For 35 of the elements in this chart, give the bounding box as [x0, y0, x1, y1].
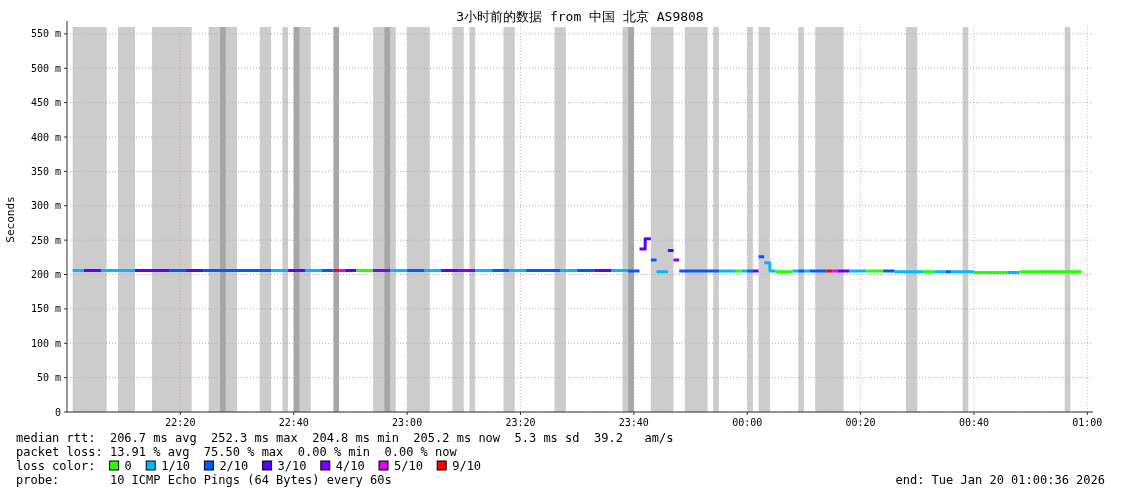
text: end: Tue Jan 20 01:00:36 2026: [895, 473, 1105, 487]
y-tick-label: 450 m: [30, 97, 61, 109]
y-tick-label: 150 m: [30, 303, 61, 315]
chart-title: 3小时前的数据 from 中国 北京 AS9808: [456, 9, 704, 24]
x-tick-label: 01:00: [1072, 417, 1103, 428]
y-tick-label: 300 m: [30, 200, 61, 212]
text: median rtt: 206.7 ms avg 252.3 ms max 204.8 ms min 205.2 ms now 5.3 ms sd 39.2 am/s: [16, 431, 674, 445]
y-tick-label: 50 m: [36, 372, 61, 384]
x-tick-label: 22:40: [278, 417, 309, 428]
x-tick-label: 00:00: [732, 417, 763, 428]
y-tick-label: 400 m: [30, 131, 61, 143]
y-tick-label: 350 m: [30, 165, 61, 177]
text: packet loss: 13.91 % avg 75.50 % max 0.00 % min 0.00 % now: [16, 445, 458, 459]
x-tick-label: 23:00: [392, 417, 423, 428]
text: probe: 10 ICMP Echo Pings (64 Bytes) every 60s: [16, 473, 392, 487]
legend-label: 2/10: [219, 459, 249, 473]
legend-title: loss color:: [16, 459, 96, 473]
legend-label: 5/10: [394, 459, 423, 473]
x-tick-label: 00:40: [958, 417, 990, 428]
legend-label: 9/10: [452, 459, 482, 473]
x-tick-label: 23:20: [505, 417, 536, 428]
y-tick-label: 250 m: [30, 234, 61, 246]
y-axis-title: Seconds: [4, 196, 17, 243]
y-tick-label: 0: [54, 406, 61, 418]
legend-label: 3/10: [277, 459, 307, 473]
y-tick-label: 200 m: [30, 269, 61, 280]
legend-label: 1/10: [161, 459, 191, 473]
x-tick-label: 00:20: [845, 417, 876, 428]
legend-label: 4/10: [335, 459, 365, 473]
x-tick-label: 23:40: [618, 417, 649, 428]
x-tick-label: 22:20: [165, 417, 196, 428]
legend-label: 0: [124, 459, 132, 473]
y-tick-label: 500 m: [30, 62, 61, 74]
y-tick-label: 550 m: [30, 28, 61, 40]
y-tick-label: 100 m: [30, 337, 61, 349]
